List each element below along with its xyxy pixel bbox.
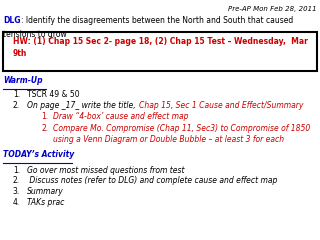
Text: Warm-Up: Warm-Up (3, 76, 43, 85)
Text: 1.: 1. (42, 112, 49, 121)
Text: TSCR 49 & 50: TSCR 49 & 50 (27, 90, 80, 99)
Text: TAKs prac: TAKs prac (27, 198, 65, 207)
Text: Discuss notes (refer to DLG) and complete cause and effect map: Discuss notes (refer to DLG) and complet… (27, 176, 277, 185)
Text: 3.: 3. (13, 187, 20, 196)
Text: TODAY’s Activity: TODAY’s Activity (3, 150, 75, 159)
Text: DLG: DLG (3, 16, 21, 25)
Text: 2.: 2. (13, 176, 20, 185)
Text: 9th: 9th (13, 49, 27, 58)
FancyBboxPatch shape (3, 32, 317, 71)
Text: 2.: 2. (42, 124, 49, 132)
Text: : Identify the disagreements between the North and South that caused: : Identify the disagreements between the… (21, 16, 293, 25)
Text: 2.: 2. (13, 101, 20, 110)
Text: Pre-AP Mon Feb 28, 2011: Pre-AP Mon Feb 28, 2011 (228, 6, 317, 12)
Text: Summary: Summary (27, 187, 64, 196)
Text: Chap 15, Sec 1 Cause and Effect/Summary: Chap 15, Sec 1 Cause and Effect/Summary (139, 101, 304, 110)
Text: using a Venn Diagram or Double Bubble – at least 3 for each: using a Venn Diagram or Double Bubble – … (53, 135, 284, 144)
Text: On page _17_ write the title,: On page _17_ write the title, (27, 101, 138, 110)
Text: 4.: 4. (13, 198, 20, 207)
Text: HW: (1) Chap 15 Sec 2- page 18, (2) Chap 15 Test – Wednesday,  Mar: HW: (1) Chap 15 Sec 2- page 18, (2) Chap… (13, 37, 308, 46)
Text: 1.: 1. (13, 90, 20, 99)
Text: 1.: 1. (13, 166, 20, 175)
Text: Go over most missed questions from test: Go over most missed questions from test (27, 166, 185, 175)
Text: Compare Mo. Compromise (Chap 11, Sec3) to Compromise of 1850: Compare Mo. Compromise (Chap 11, Sec3) t… (53, 124, 310, 132)
Text: Draw “4-box’ cause and effect map: Draw “4-box’ cause and effect map (53, 112, 188, 121)
Text: tensions to grow: tensions to grow (3, 30, 67, 39)
